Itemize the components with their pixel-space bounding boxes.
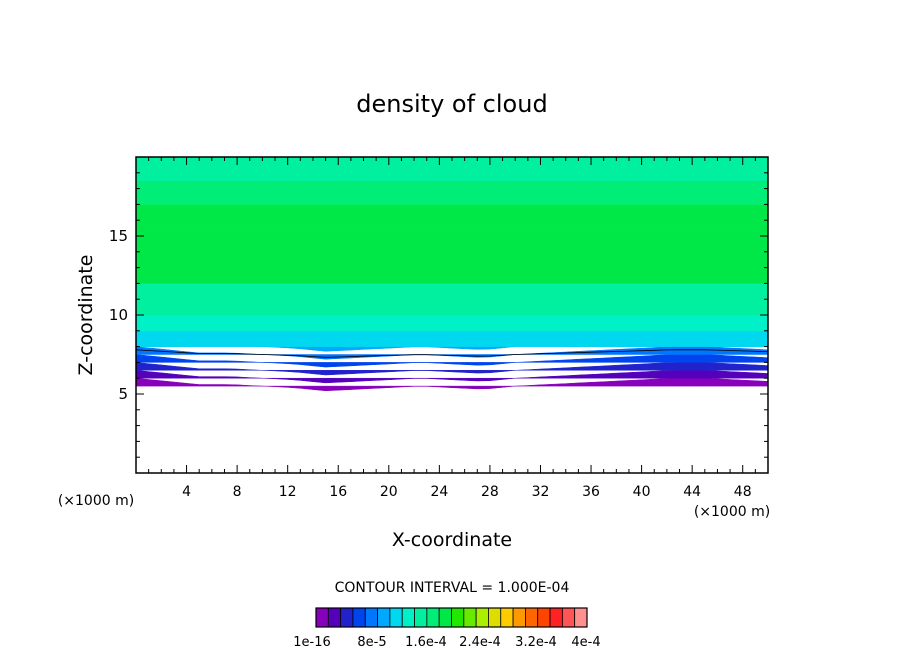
x-axis-label: X-coordinate — [392, 529, 512, 551]
colorbar-swatch — [401, 607, 415, 628]
colorbar-label: 1.6e-4 — [405, 635, 447, 650]
colorbar-swatch — [377, 607, 391, 628]
x-tick-label: 12 — [279, 484, 297, 500]
colorbar-swatch — [327, 607, 342, 628]
x-tick-label: 40 — [633, 484, 651, 500]
x-tick-label: 32 — [532, 484, 550, 500]
colorbar-swatch — [561, 607, 576, 628]
colorbar-swatch — [549, 607, 563, 628]
x-tick-label: 16 — [329, 484, 347, 500]
x-tick-label: 48 — [734, 484, 752, 500]
colorbar — [315, 607, 588, 628]
y-tick-label: 10 — [109, 306, 128, 324]
y-tick-label: 5 — [118, 385, 128, 403]
colorbar-labels: 1e-16 8e-5 1.6e-4 2.4e-4 3.2e-4 4e-4 — [293, 635, 600, 650]
contour-interval-text: CONTOUR INTERVAL = 1.000E-04 — [335, 580, 570, 596]
contour-band — [135, 227, 769, 284]
colorbar-frame — [315, 607, 588, 628]
x-tick-label: 44 — [683, 484, 701, 500]
colorbar-label: 8e-5 — [357, 635, 386, 650]
colorbar-swatch — [512, 607, 526, 628]
colorbar-swatch — [488, 607, 502, 628]
plot-area — [135, 156, 769, 392]
x-tick-label: 8 — [233, 484, 242, 500]
contour-band — [135, 377, 769, 392]
x-tick-label: 4 — [182, 484, 191, 500]
colorbar-swatch — [315, 607, 329, 628]
colorbar-swatch — [525, 607, 539, 628]
contour-band — [135, 330, 769, 347]
contour-band — [135, 180, 769, 205]
x-tick-label: 20 — [380, 484, 398, 500]
x-unit-left: (×1000 m) — [58, 493, 134, 509]
x-unit-right: (×1000 m) — [694, 504, 770, 520]
colorbar-swatch — [352, 607, 366, 628]
colorbar-swatch — [438, 607, 452, 628]
x-tick-label: 28 — [481, 484, 499, 500]
y-axis-label: Z-coordinate — [75, 255, 97, 376]
contour-line — [135, 349, 769, 358]
colorbar-swatch — [340, 607, 354, 628]
colorbar-swatch — [389, 607, 403, 628]
x-tick-label: 36 — [582, 484, 600, 500]
colorbar-swatch — [426, 607, 440, 628]
contour-band — [135, 283, 769, 316]
colorbar-swatch — [451, 607, 465, 628]
chart-title: density of cloud — [356, 90, 547, 118]
contour-band — [135, 314, 769, 332]
colorbar-swatch — [500, 607, 514, 628]
colorbar-label: 3.2e-4 — [515, 635, 557, 650]
colorbar-swatch — [574, 607, 588, 628]
x-tick-label: 24 — [430, 484, 448, 500]
colorbar-swatch — [475, 607, 489, 628]
colorbar-swatch — [364, 607, 378, 628]
colorbar-label: 1e-16 — [293, 635, 331, 650]
colorbar-swatch — [537, 607, 551, 628]
x-axis: 4 8 12 16 20 24 28 32 36 40 44 48 — [148, 157, 756, 500]
colorbar-label: 4e-4 — [571, 635, 600, 650]
contour-band — [135, 204, 769, 229]
y-tick-label: 15 — [109, 227, 128, 245]
colorbar-label: 2.4e-4 — [459, 635, 501, 650]
y-axis: 5 10 15 — [109, 172, 768, 458]
colorbar-swatch — [414, 607, 428, 628]
colorbar-swatch — [463, 607, 477, 628]
